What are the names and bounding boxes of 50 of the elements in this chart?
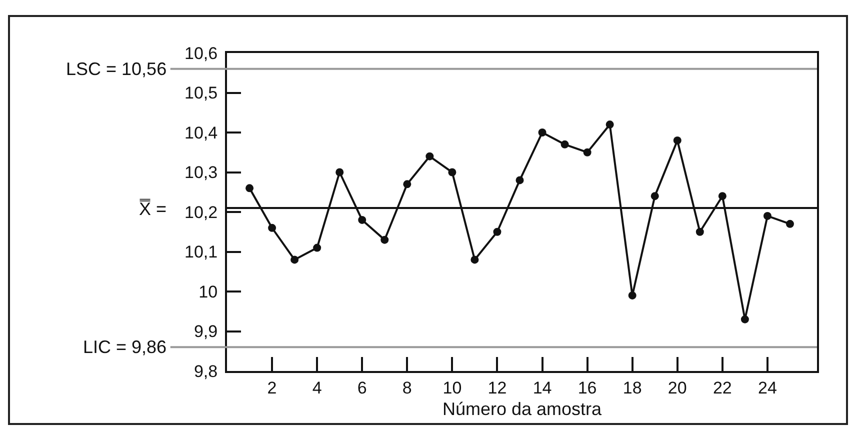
point [628, 291, 636, 300]
point [673, 136, 682, 144]
y-tick-label: 9,9 [194, 322, 218, 342]
point [493, 228, 502, 236]
y-tick-label: 10,5 [184, 84, 218, 103]
y-tick-label: 10,2 [184, 202, 218, 222]
x-tick-label: 14 [532, 378, 552, 398]
point [246, 184, 254, 192]
point [403, 180, 412, 188]
x-tick-label: 6 [357, 378, 367, 398]
point [358, 216, 366, 224]
point [336, 168, 344, 176]
x-tick-label: 24 [758, 378, 777, 398]
point [650, 192, 659, 200]
point [786, 220, 794, 228]
x-tick-label: 16 [578, 378, 597, 398]
point [696, 228, 704, 236]
ref-line-label: X̿ = [139, 198, 167, 219]
y-tick-label: 10,4 [184, 123, 218, 142]
ref-line-label: LSC = 10,56 [66, 59, 167, 79]
point [606, 120, 614, 129]
point [718, 192, 726, 200]
x-tick-label: 18 [622, 378, 642, 398]
x-tick-label: 8 [402, 378, 412, 398]
point [380, 236, 389, 244]
point [313, 244, 322, 252]
y-tick-label: 9,8 [194, 362, 218, 381]
point [268, 224, 276, 232]
point [516, 176, 524, 184]
point [470, 256, 479, 264]
x-tick-label: 2 [267, 378, 277, 398]
point [448, 168, 456, 176]
x-tick-label: 12 [488, 378, 507, 398]
x-tick-label: 4 [312, 378, 322, 398]
point [740, 315, 749, 324]
x-tick-label: 20 [668, 378, 687, 398]
point [583, 148, 592, 156]
point [560, 140, 569, 148]
x-axis-title: Número da amostra [442, 399, 603, 419]
y-tick-label: 10 [198, 282, 218, 302]
y-tick-label: 10,6 [184, 44, 218, 63]
point [290, 256, 299, 264]
y-tick-label: 10,1 [184, 242, 218, 262]
ref-line-label: LIC = 9,86 [83, 337, 167, 357]
point [538, 128, 546, 136]
x-tick-label: 22 [712, 378, 732, 398]
point [426, 152, 434, 160]
point [763, 212, 772, 220]
y-tick-label: 10,3 [184, 163, 218, 182]
x-tick-label: 10 [442, 378, 462, 398]
